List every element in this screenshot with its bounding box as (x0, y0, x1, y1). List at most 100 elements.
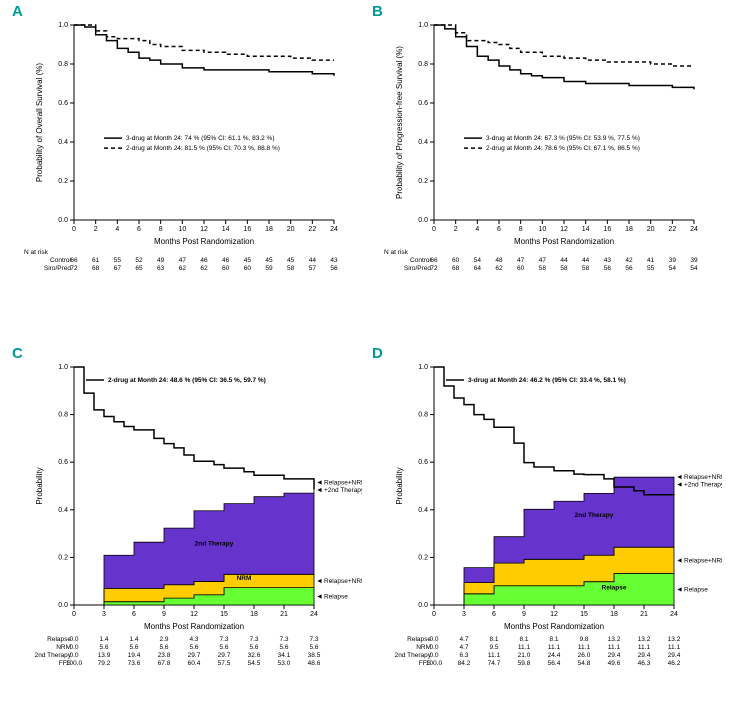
svg-text:24: 24 (670, 611, 678, 618)
svg-text:◄: ◄ (676, 481, 683, 488)
svg-text:Relapse+NRM: Relapse+NRM (684, 557, 722, 564)
svg-text:20: 20 (647, 226, 655, 233)
svg-text:6: 6 (137, 226, 141, 233)
svg-text:43: 43 (604, 257, 612, 264)
svg-text:52: 52 (135, 257, 143, 264)
svg-text:0.4: 0.4 (58, 507, 68, 514)
svg-text:5.6: 5.6 (129, 644, 138, 651)
svg-text:0.8: 0.8 (418, 61, 428, 68)
svg-text:29.7: 29.7 (218, 652, 231, 659)
svg-text:56: 56 (625, 265, 633, 272)
svg-text:Siro/Pred: Siro/Pred (404, 265, 431, 272)
svg-text:59.8: 59.8 (518, 660, 531, 667)
km-2-drug (434, 25, 694, 66)
svg-text:13.2: 13.2 (638, 636, 651, 643)
svg-text:0.0: 0.0 (69, 636, 78, 643)
svg-text:12: 12 (190, 611, 198, 618)
svg-text:58: 58 (539, 265, 547, 272)
svg-text:Probability: Probability (35, 467, 44, 504)
svg-text:22: 22 (668, 226, 676, 233)
svg-text:Relapse: Relapse (602, 585, 627, 592)
svg-text:54: 54 (690, 265, 698, 272)
svg-text:4.3: 4.3 (189, 636, 198, 643)
svg-text:18: 18 (265, 226, 273, 233)
svg-text:2.9: 2.9 (159, 636, 168, 643)
svg-text:9.8: 9.8 (579, 636, 588, 643)
svg-text:Months Post Randomization: Months Post Randomization (144, 622, 244, 631)
svg-text:46.3: 46.3 (638, 660, 651, 667)
svg-text:66: 66 (430, 257, 438, 264)
svg-text:61: 61 (92, 257, 100, 264)
svg-text:Probability: Probability (395, 467, 404, 504)
svg-text:Months Post Randomization: Months Post Randomization (154, 237, 254, 246)
svg-text:+2nd Therapy: +2nd Therapy (324, 487, 362, 494)
svg-text:Relapse+NRM: Relapse+NRM (684, 474, 722, 481)
svg-text:29.4: 29.4 (608, 652, 621, 659)
panel-B: 0.00.20.40.60.81.0024681012141618202224M… (372, 15, 722, 305)
svg-text:0.6: 0.6 (418, 459, 428, 466)
svg-text:11.1: 11.1 (638, 644, 651, 651)
svg-text:39: 39 (669, 257, 677, 264)
svg-text:11.1: 11.1 (548, 644, 561, 651)
svg-text:8: 8 (159, 226, 163, 233)
svg-text:Relapse+NRM: Relapse+NRM (324, 480, 362, 487)
svg-text:2: 2 (94, 226, 98, 233)
svg-text:0.0: 0.0 (69, 652, 78, 659)
svg-text:◄: ◄ (676, 474, 683, 481)
svg-text:Control: Control (410, 257, 432, 264)
svg-text:Control: Control (50, 257, 72, 264)
svg-text:58: 58 (582, 265, 590, 272)
svg-text:55: 55 (647, 265, 655, 272)
svg-text:0.6: 0.6 (58, 100, 68, 107)
svg-text:9: 9 (162, 611, 166, 618)
svg-text:24: 24 (690, 226, 698, 233)
svg-text:21: 21 (640, 611, 648, 618)
svg-text:29.4: 29.4 (668, 652, 681, 659)
svg-text:◄: ◄ (316, 593, 323, 600)
svg-text:68: 68 (92, 265, 100, 272)
svg-text:0.8: 0.8 (418, 412, 428, 419)
svg-text:2nd Therapy: 2nd Therapy (195, 541, 234, 548)
svg-text:5.6: 5.6 (249, 644, 258, 651)
svg-text:54.5: 54.5 (248, 660, 261, 667)
panel-C: 0.00.20.40.60.81.003691215182124Months P… (12, 357, 362, 712)
svg-text:14: 14 (582, 226, 590, 233)
svg-text:12: 12 (560, 226, 568, 233)
svg-text:79.2: 79.2 (98, 660, 111, 667)
svg-text:Months Post Randomization: Months Post Randomization (504, 622, 604, 631)
svg-text:4: 4 (475, 226, 479, 233)
svg-text:10: 10 (538, 226, 546, 233)
svg-text:7.3: 7.3 (219, 636, 228, 643)
svg-text:11.1: 11.1 (518, 644, 531, 651)
svg-text:Relapse: Relapse (684, 586, 708, 593)
svg-text:0.2: 0.2 (418, 554, 428, 561)
svg-text:60: 60 (517, 265, 525, 272)
svg-text:9: 9 (522, 611, 526, 618)
svg-text:3-drug at Month 24: 46.2 % (95: 3-drug at Month 24: 46.2 % (95% CI: 33.4… (468, 377, 626, 384)
svg-text:5.6: 5.6 (189, 644, 198, 651)
svg-text:24: 24 (330, 226, 338, 233)
svg-text:84.2: 84.2 (458, 660, 471, 667)
svg-text:0.0: 0.0 (418, 217, 428, 224)
svg-text:2nd Therapy: 2nd Therapy (395, 652, 432, 659)
svg-text:67.8: 67.8 (158, 660, 171, 667)
svg-text:0.0: 0.0 (418, 602, 428, 609)
km-2-drug (74, 25, 334, 60)
svg-text:54.8: 54.8 (578, 660, 591, 667)
svg-text:19.4: 19.4 (128, 652, 141, 659)
svg-text:0: 0 (432, 226, 436, 233)
svg-text:◄: ◄ (676, 586, 683, 593)
svg-text:16: 16 (603, 226, 611, 233)
svg-text:65: 65 (135, 265, 143, 272)
svg-text:54: 54 (474, 257, 482, 264)
svg-text:55: 55 (114, 257, 122, 264)
svg-text:43: 43 (330, 257, 338, 264)
svg-text:44: 44 (582, 257, 590, 264)
svg-text:Relapse: Relapse (324, 593, 348, 600)
svg-text:6: 6 (497, 226, 501, 233)
svg-text:60: 60 (244, 265, 252, 272)
svg-text:11.1: 11.1 (668, 644, 681, 651)
svg-text:58: 58 (287, 265, 295, 272)
svg-text:0.8: 0.8 (58, 412, 68, 419)
svg-text:21.0: 21.0 (518, 652, 531, 659)
